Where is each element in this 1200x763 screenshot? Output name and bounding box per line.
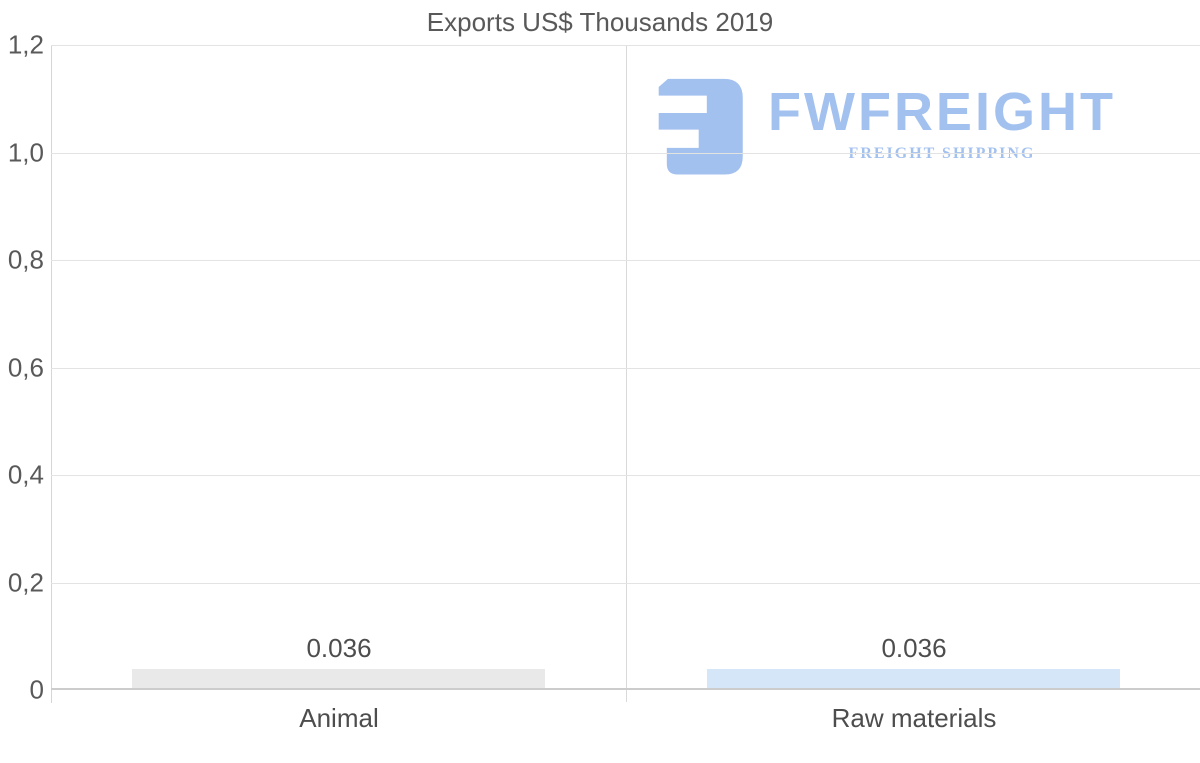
y-axis-tick-labels: 1,2 1,0 0,8 0,6 0,4 0,2 0 <box>0 30 44 705</box>
y-axis-line <box>51 45 52 703</box>
x-axis-line <box>51 688 1200 690</box>
category-divider-gridline <box>626 45 627 702</box>
gridline <box>51 367 1200 369</box>
gridline <box>51 45 1200 46</box>
brand-name: FWFREIGHT <box>768 82 1116 142</box>
bar-raw-materials[interactable] <box>707 668 1120 688</box>
y-tick-label: 0,8 <box>7 244 44 275</box>
category-label-raw-materials: Raw materials <box>831 703 997 733</box>
gridline <box>51 475 1200 476</box>
y-tick-label: 0,6 <box>7 352 44 382</box>
y-tick-label: 0,4 <box>7 459 44 490</box>
gridline <box>51 260 1200 261</box>
gridline <box>51 152 1200 154</box>
chart-title: Exports US$ Thousands 2019 <box>426 7 774 37</box>
gridline <box>51 582 1200 584</box>
brand-watermark: FWFREIGHT FREIGHT SHIPPING <box>650 70 1116 179</box>
y-tick-label: 1,0 <box>7 137 44 167</box>
plot-area: 0.036 0.036 <box>51 45 1200 703</box>
category-label-animal: Animal <box>299 703 379 733</box>
bar-animal[interactable] <box>132 668 545 688</box>
bar-value-label-animal: 0.036 <box>306 632 372 663</box>
y-tick-label: 0 <box>29 674 44 705</box>
y-tick-label: 1,2 <box>7 29 44 60</box>
fwfreight-logo-icon <box>650 70 750 179</box>
brand-tagline: FREIGHT SHIPPING <box>848 145 1036 162</box>
y-tick-label: 0,2 <box>7 567 44 597</box>
bar-value-label-raw-materials: 0.036 <box>881 632 947 663</box>
brand-text-block: FWFREIGHT FREIGHT SHIPPING <box>768 82 1116 163</box>
